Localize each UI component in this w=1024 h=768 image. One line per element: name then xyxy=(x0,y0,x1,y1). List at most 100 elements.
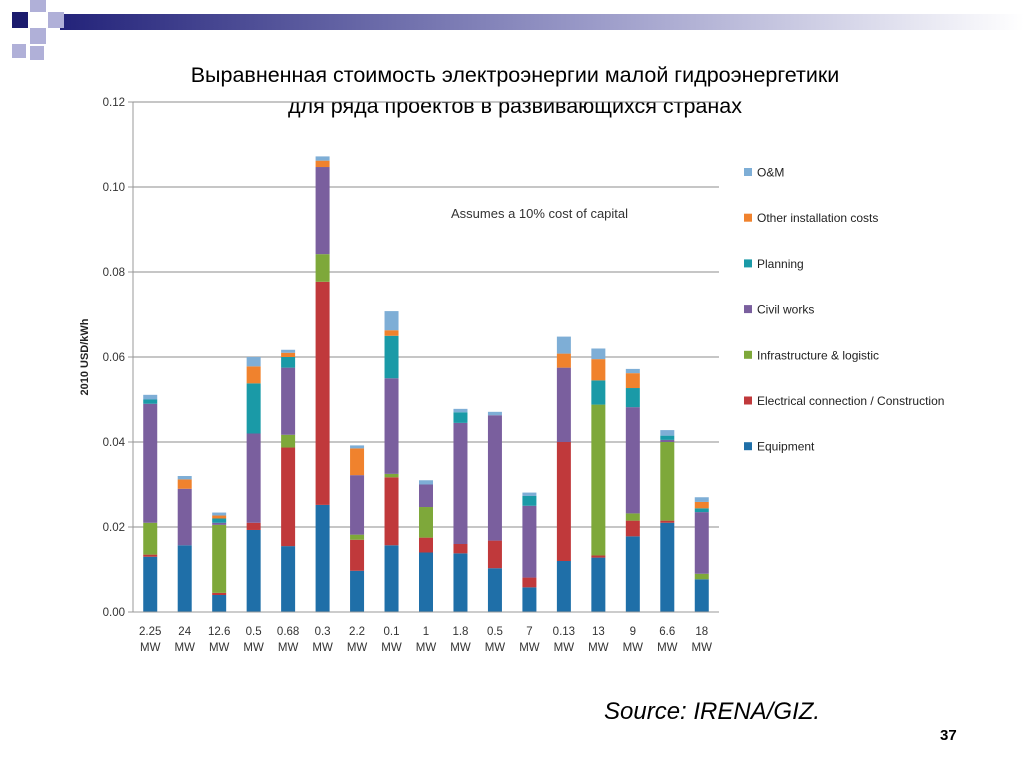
bar-segment xyxy=(419,507,433,538)
bar-segment xyxy=(315,156,330,161)
bar-segment xyxy=(212,522,227,525)
bar-segment xyxy=(143,522,158,555)
bar-segment xyxy=(419,484,433,508)
bar-segment xyxy=(212,595,227,612)
bar-segment xyxy=(350,570,365,612)
bar-segment xyxy=(522,577,537,588)
bar-segment xyxy=(350,448,365,476)
bar-segment xyxy=(487,568,502,612)
x-tick-unit: MW xyxy=(588,642,609,654)
bar-segment xyxy=(246,529,261,612)
x-tick-unit: MW xyxy=(554,642,575,654)
bar-segment xyxy=(591,555,606,558)
x-tick-label: 0.3 xyxy=(315,626,331,638)
bar-segment xyxy=(246,433,261,523)
legend-label: Planning xyxy=(757,257,804,271)
x-tick-label: 9 xyxy=(630,626,636,638)
bar-segment xyxy=(246,522,261,530)
bar-segment xyxy=(487,540,502,569)
y-tick-label: 0.04 xyxy=(103,437,126,449)
bar-segment xyxy=(625,373,640,389)
y-tick-label: 0.02 xyxy=(103,522,125,534)
bar-segment xyxy=(281,352,296,357)
x-tick-unit: MW xyxy=(657,642,678,654)
bar-segment xyxy=(453,553,468,612)
x-tick-unit: MW xyxy=(347,642,368,654)
bar-segment xyxy=(350,534,365,540)
legend-item: Equipment xyxy=(744,440,815,454)
legend-label: Equipment xyxy=(757,440,815,454)
x-tick-unit: MW xyxy=(243,642,264,654)
bar-segment xyxy=(315,167,330,255)
legend-swatch xyxy=(744,442,752,451)
bar-stack xyxy=(246,357,261,612)
source-note: Source: IRENA/GIZ. xyxy=(604,698,821,725)
bar-segment xyxy=(419,552,433,612)
y-tick-label: 0.00 xyxy=(103,607,125,619)
bar-segment xyxy=(419,537,433,553)
x-tick-label: 0.13 xyxy=(553,626,575,638)
x-tick-label: 18 xyxy=(695,626,708,638)
legend-swatch xyxy=(744,213,752,222)
bar-segment xyxy=(591,348,606,360)
bar-segment xyxy=(556,561,571,612)
bar-segment xyxy=(625,388,640,408)
bar-segment xyxy=(522,587,537,612)
bar-segment xyxy=(384,477,399,546)
bar-segment xyxy=(660,522,675,612)
bar-segment xyxy=(177,476,192,480)
x-tick-unit: MW xyxy=(174,642,195,654)
bar-stack xyxy=(694,497,709,612)
bar-segment xyxy=(350,445,365,449)
x-tick-unit: MW xyxy=(278,642,299,654)
bar-segment xyxy=(625,368,640,374)
bar-segment xyxy=(625,407,640,514)
bar-segment xyxy=(143,403,158,523)
y-tick-label: 0.10 xyxy=(103,182,125,194)
bar-segment xyxy=(281,357,296,368)
bar-segment xyxy=(522,495,537,506)
legend-swatch xyxy=(744,396,752,405)
bar-segment xyxy=(177,479,192,489)
x-tick-unit: MW xyxy=(623,642,644,654)
bar-segment xyxy=(556,367,571,442)
bar-segment xyxy=(556,442,571,561)
bar-segment xyxy=(591,380,606,405)
bar-segment xyxy=(522,505,537,578)
page-number: 37 xyxy=(940,727,957,744)
bar-segment xyxy=(384,473,399,478)
bar-segment xyxy=(246,383,261,434)
bar-segment xyxy=(419,480,433,485)
legend-label: Electrical connection / Construction xyxy=(757,394,944,408)
bar-stack xyxy=(522,492,537,612)
bar-segment xyxy=(556,336,571,354)
x-tick-unit: MW xyxy=(381,642,402,654)
bar-segment xyxy=(212,518,227,523)
bar-segment xyxy=(246,357,261,367)
x-tick-label: 1 xyxy=(423,626,429,638)
bars xyxy=(143,156,709,612)
bar-segment xyxy=(694,501,709,509)
x-tick-label: 0.5 xyxy=(487,626,503,638)
legend-swatch xyxy=(744,259,752,268)
bar-stack xyxy=(350,445,365,612)
bar-segment xyxy=(212,512,227,516)
bar-segment xyxy=(591,359,606,381)
bar-segment xyxy=(212,592,227,595)
x-tick-unit: MW xyxy=(519,642,540,654)
x-tick-label: 7 xyxy=(526,626,532,638)
bar-stack xyxy=(419,480,433,612)
x-tick-unit: MW xyxy=(312,642,333,654)
legend-label: Other installation costs xyxy=(757,211,878,225)
legend-item: Electrical connection / Construction xyxy=(744,394,944,408)
bar-stack xyxy=(625,368,640,612)
legend-item: O&M xyxy=(744,166,784,180)
y-tick-label: 0.12 xyxy=(103,97,125,109)
bar-segment xyxy=(143,554,158,557)
slide-title: Выравненная стоимость электроэнергии мал… xyxy=(60,60,970,122)
bar-segment xyxy=(453,412,468,423)
bar-stack xyxy=(281,349,296,612)
bar-segment xyxy=(246,366,261,384)
bar-segment xyxy=(315,254,330,282)
bar-segment xyxy=(453,422,468,544)
